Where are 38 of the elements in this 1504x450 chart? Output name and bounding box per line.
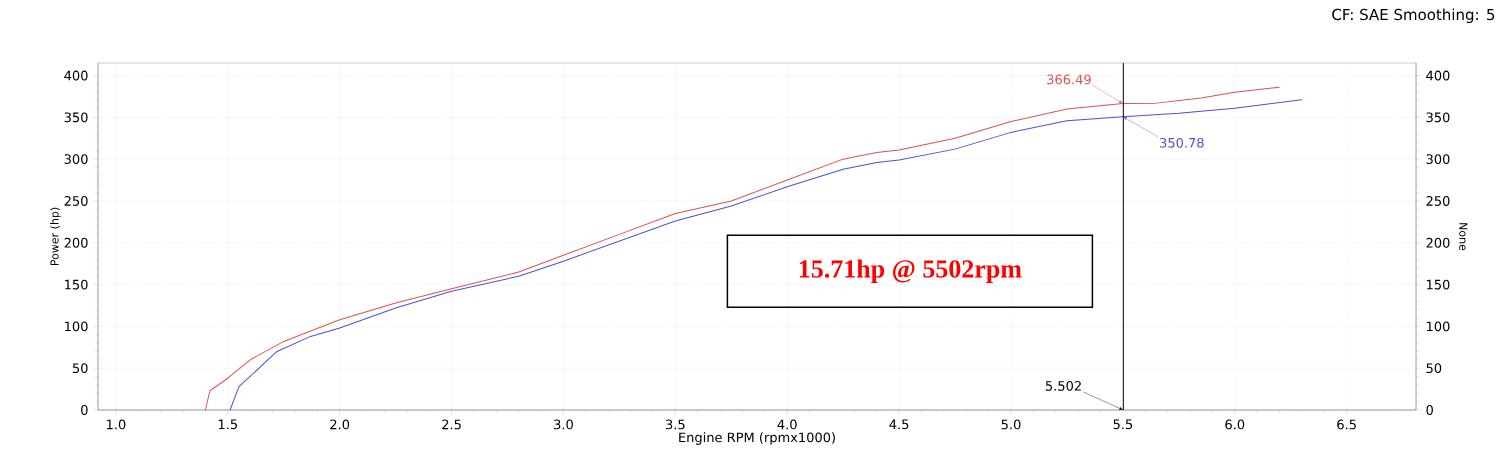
x-tick-label: 5.5 [1113,419,1133,430]
x-tick-label: 2.5 [442,419,461,430]
x-tick-label: 4.5 [889,419,909,430]
y2-tick-label: 0 [1426,405,1433,415]
y-tick-label: 150 [65,279,88,290]
y-tick-label: 300 [64,154,88,165]
x-axis-title: Engine RPM (rpmx1000) [679,432,835,445]
y-tick-label: 100 [65,321,88,332]
y2-tick-label: 100 [1426,321,1450,332]
x-tick-label: 6.5 [1337,419,1356,430]
y2-tick-label: 350 [1426,112,1450,123]
y2-tick-label: 300 [1426,154,1450,165]
annotation: 350.78 [1160,137,1204,148]
ref-line-label: 5.502 [1045,380,1081,391]
y2-tick-label: 250 [1426,196,1450,206]
x-tick-label: 5.0 [1001,419,1021,430]
y-tick-label: 400 [64,70,88,81]
x-tick-label: 3.5 [665,419,685,430]
y2-axis-title: None [1459,223,1468,251]
x-tick-label: 3.0 [554,419,573,430]
y2-tick-label: 150 [1426,279,1450,290]
y-tick-label: 50 [72,363,88,374]
x-tick-label: 1.5 [218,419,237,430]
y2-tick-label: 50 [1426,363,1442,374]
y-tick-label: 250 [64,196,88,206]
x-tick-label: 2.0 [330,419,350,430]
y2-tick-label: 200 [1426,237,1450,248]
y-tick-label: 0 [81,405,88,415]
y-tick-label: 350 [64,112,88,123]
x-tick-label: 6.0 [1225,419,1245,430]
x-tick-label: 4.0 [777,419,797,430]
y2-tick-label: 400 [1426,70,1450,81]
y-tick-label: 200 [64,237,88,248]
annotation: 366.49 [1047,74,1091,85]
chart-subtitle: CF: SAE Smoothing: 5 [1332,8,1495,24]
annotation: 15.71hp @ 5502rpm [799,259,1022,283]
y-axis-title: Power (hp) [50,207,61,266]
x-tick-label: 1.0 [106,419,126,430]
